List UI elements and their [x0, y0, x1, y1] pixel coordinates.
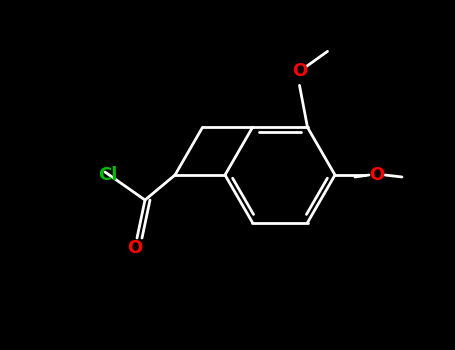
Text: O: O: [369, 166, 384, 184]
Text: O: O: [127, 239, 142, 257]
Text: O: O: [292, 62, 307, 80]
Text: Cl: Cl: [98, 166, 118, 184]
